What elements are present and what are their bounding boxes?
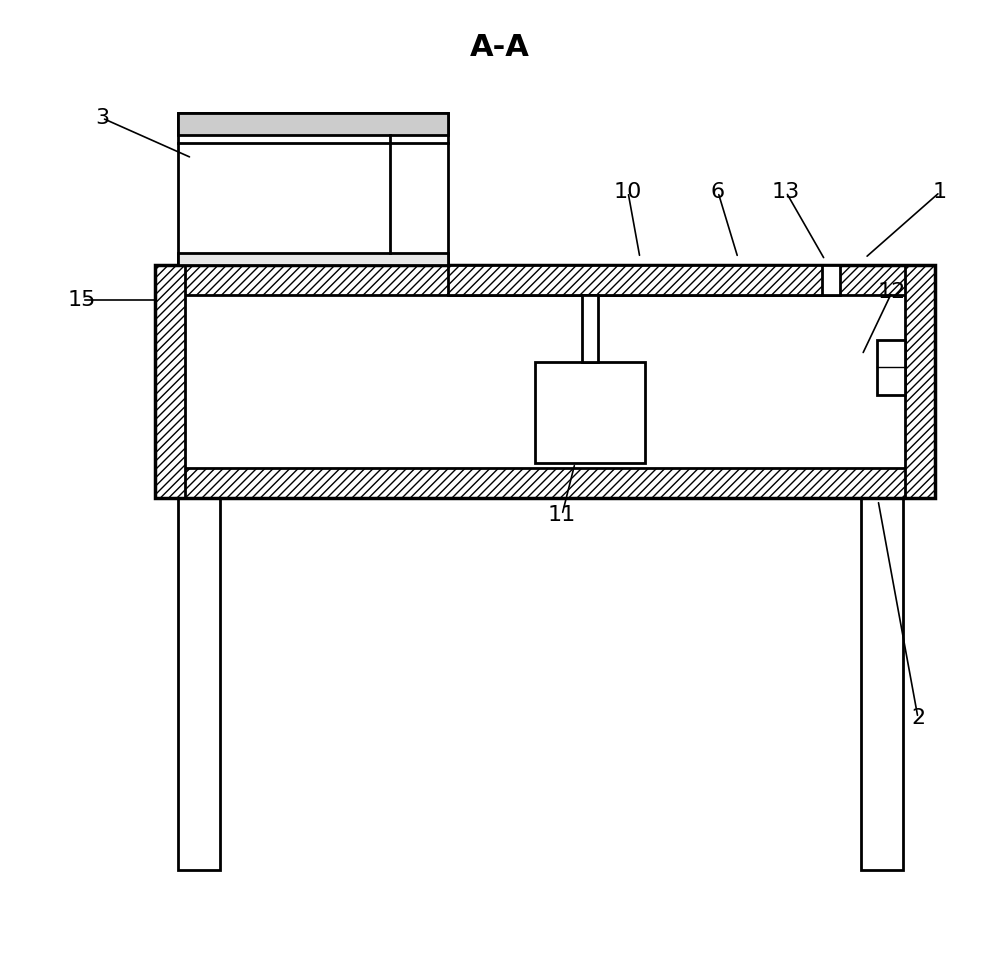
Text: 15: 15 xyxy=(68,290,96,310)
Bar xyxy=(861,498,903,870)
Bar xyxy=(877,340,905,395)
Bar xyxy=(448,265,828,295)
Bar xyxy=(582,295,598,362)
Bar xyxy=(155,265,185,498)
Bar xyxy=(178,113,448,135)
Bar xyxy=(178,498,220,870)
Text: 13: 13 xyxy=(772,182,800,202)
Bar xyxy=(155,468,935,498)
Text: 1: 1 xyxy=(933,182,947,202)
Text: 6: 6 xyxy=(711,182,725,202)
Bar xyxy=(155,265,935,498)
Bar xyxy=(178,253,448,265)
Bar xyxy=(535,362,645,463)
Text: 10: 10 xyxy=(614,182,642,202)
Bar xyxy=(905,265,935,498)
Bar xyxy=(155,265,935,295)
Bar xyxy=(178,113,448,265)
Bar xyxy=(185,295,905,468)
Bar xyxy=(822,265,840,295)
Text: 11: 11 xyxy=(548,505,576,525)
Text: A-A: A-A xyxy=(470,34,530,63)
Text: 2: 2 xyxy=(911,708,925,728)
Text: 12: 12 xyxy=(878,282,906,302)
Text: 3: 3 xyxy=(95,108,109,128)
